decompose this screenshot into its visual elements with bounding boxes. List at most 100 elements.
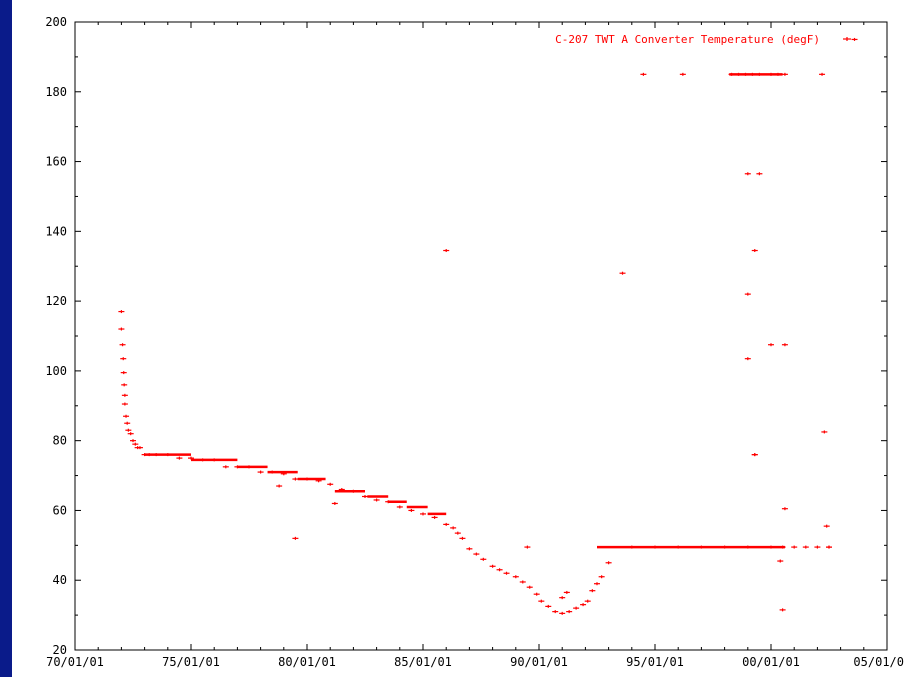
data-point xyxy=(331,501,338,505)
data-point xyxy=(589,589,596,593)
y-tick-label: 200 xyxy=(45,15,67,29)
x-tick-label: 00/01/01 xyxy=(742,655,800,669)
data-point xyxy=(480,557,487,561)
data-point xyxy=(519,580,526,584)
data-point xyxy=(130,439,136,443)
data-point xyxy=(443,522,450,526)
data-point xyxy=(814,545,821,549)
data-point xyxy=(454,531,461,535)
data-point xyxy=(584,599,591,603)
data-point xyxy=(756,172,763,176)
slide-edge xyxy=(0,0,12,677)
data-point xyxy=(120,357,127,361)
x-tick-label: 90/01/01 xyxy=(510,655,568,669)
data-point xyxy=(545,604,552,608)
data-point xyxy=(781,72,788,76)
data-point xyxy=(559,596,566,600)
data-point xyxy=(851,37,858,41)
data-point xyxy=(526,585,533,589)
data-point xyxy=(819,72,826,76)
data-point xyxy=(777,559,784,563)
data-point xyxy=(640,72,647,76)
data-series xyxy=(118,37,858,615)
data-point xyxy=(744,292,751,296)
data-point xyxy=(276,484,283,488)
data-point xyxy=(559,611,566,615)
data-point xyxy=(466,547,473,551)
data-point xyxy=(222,465,229,469)
data-point xyxy=(821,430,828,434)
data-point xyxy=(124,421,131,425)
y-tick-label: 160 xyxy=(45,155,67,169)
data-point xyxy=(552,610,559,614)
y-tick-label: 180 xyxy=(45,85,67,99)
data-point xyxy=(396,505,403,509)
data-point xyxy=(826,545,832,549)
data-point xyxy=(327,482,334,486)
data-point xyxy=(420,512,426,516)
x-tick-label: 95/01/01 xyxy=(626,655,684,669)
data-point xyxy=(751,453,758,457)
data-point xyxy=(408,508,415,512)
data-point xyxy=(292,477,299,481)
data-point xyxy=(744,357,751,361)
data-point xyxy=(119,343,126,347)
data-point xyxy=(450,526,457,530)
x-tick-label: 80/01/01 xyxy=(278,655,336,669)
data-point xyxy=(802,545,809,549)
legend: C-207 TWT A Converter Temperature (degF) xyxy=(555,33,851,46)
x-tick-label: 70/01/01 xyxy=(46,655,104,669)
data-point xyxy=(744,172,751,176)
data-point xyxy=(533,592,540,596)
data-point xyxy=(679,72,686,76)
data-point xyxy=(292,536,299,540)
data-point xyxy=(443,249,450,253)
data-point xyxy=(823,524,830,528)
y-tick-label: 100 xyxy=(45,364,67,378)
data-point xyxy=(123,414,130,418)
data-point xyxy=(751,249,758,253)
data-point xyxy=(563,590,570,594)
data-point xyxy=(118,327,125,331)
y-tick-label: 120 xyxy=(45,294,67,308)
x-axis: 70/01/01 75/01/01 80/01/01 85/01/01 90/01/01… xyxy=(46,22,904,669)
data-point xyxy=(496,568,503,572)
data-point xyxy=(136,446,143,450)
data-point xyxy=(512,575,519,579)
data-point xyxy=(781,343,788,347)
data-point xyxy=(118,310,125,314)
legend-marker xyxy=(843,37,851,41)
data-point xyxy=(503,571,510,575)
legend-label: C-207 TWT A Converter Temperature (degF) xyxy=(555,33,820,46)
y-tick-label: 140 xyxy=(45,224,67,238)
y-axis: 20 40 60 80 100 120 140 160 180 200 xyxy=(45,15,887,657)
y-tick-label: 60 xyxy=(53,503,67,517)
data-point xyxy=(779,608,786,612)
data-point xyxy=(619,271,626,275)
data-point xyxy=(125,428,132,432)
data-point xyxy=(373,498,380,502)
data-point xyxy=(598,575,605,579)
data-point xyxy=(566,610,573,614)
data-point xyxy=(594,582,600,586)
data-point xyxy=(459,536,466,540)
data-point xyxy=(573,606,580,610)
data-point xyxy=(473,552,480,556)
data-point xyxy=(605,561,612,565)
y-tick-label: 40 xyxy=(53,573,67,587)
data-point xyxy=(524,545,531,549)
data-point xyxy=(257,470,264,474)
data-point xyxy=(580,603,587,607)
plot-background xyxy=(12,0,905,677)
x-tick-label: 85/01/01 xyxy=(394,655,452,669)
data-point xyxy=(121,393,128,397)
x-tick-label: 05/01/0 xyxy=(853,655,904,669)
data-point xyxy=(132,442,139,446)
data-point xyxy=(362,494,368,498)
data-point xyxy=(489,564,496,568)
data-point xyxy=(781,507,788,511)
x-tick-label: 75/01/01 xyxy=(162,655,220,669)
data-point xyxy=(768,343,774,347)
